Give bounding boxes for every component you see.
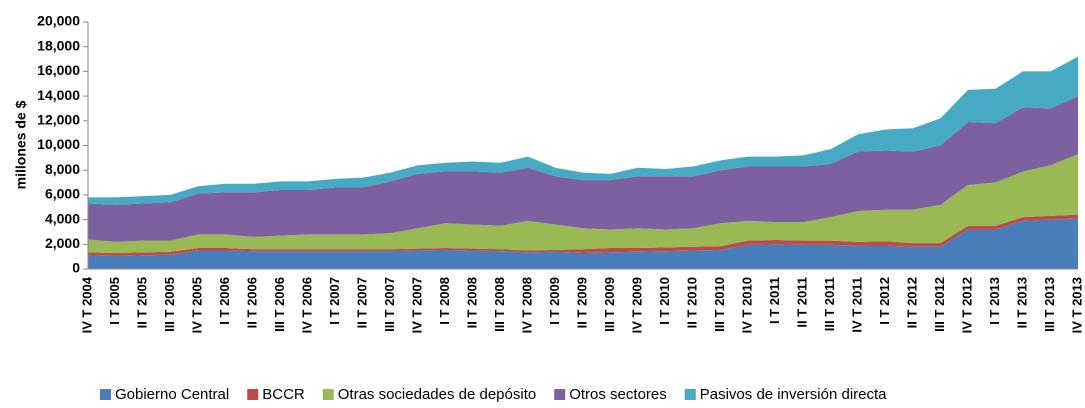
legend-swatch bbox=[100, 389, 111, 400]
y-tick-label: 8,000 bbox=[45, 161, 80, 177]
x-tick-label: III T 2007 bbox=[382, 277, 397, 332]
legend-label: Otros sectores bbox=[569, 386, 667, 403]
x-tick-label: IV T 2007 bbox=[409, 277, 424, 333]
x-tick-label: II T 2011 bbox=[794, 277, 809, 328]
x-tick-label: III T 2012 bbox=[932, 277, 947, 332]
x-tick-label: IV T 2012 bbox=[959, 277, 974, 333]
y-tick-label: 20,000 bbox=[37, 13, 80, 29]
x-tick-label: IV T 2013 bbox=[1069, 277, 1084, 333]
x-tick-label: II T 2012 bbox=[904, 277, 919, 328]
x-tick-label: III T 2013 bbox=[1042, 277, 1057, 332]
x-tick-label: IV T 2008 bbox=[519, 277, 534, 333]
y-tick-label: 4,000 bbox=[45, 210, 80, 226]
x-tick-label: IV T 2006 bbox=[299, 277, 314, 333]
legend-swatch bbox=[554, 389, 566, 400]
x-tick-label: IV T 2009 bbox=[629, 277, 644, 333]
x-tick-label: II T 2005 bbox=[134, 277, 149, 328]
x-tick-label: II T 2008 bbox=[464, 277, 479, 328]
legend-swatch bbox=[247, 389, 259, 400]
y-axis-label: millones de $ bbox=[13, 100, 29, 189]
legend-label: Pasivos de inversión directa bbox=[700, 386, 887, 403]
legend-label: Otras sociedades de depósito bbox=[338, 386, 536, 403]
y-tick-label: 10,000 bbox=[37, 136, 80, 152]
y-tick-label: 2,000 bbox=[45, 235, 80, 251]
legend-swatch bbox=[322, 389, 334, 400]
y-tick-label: 6,000 bbox=[45, 186, 80, 202]
area bbox=[88, 56, 1078, 205]
x-tick-label: IV T 2010 bbox=[739, 277, 754, 333]
area bbox=[88, 214, 1078, 257]
area bbox=[88, 154, 1078, 253]
x-tick-label: III T 2006 bbox=[272, 277, 287, 332]
x-tick-label: IV T 2005 bbox=[189, 277, 204, 333]
x-tick-label: III T 2011 bbox=[822, 277, 837, 331]
y-tick-label: 12,000 bbox=[37, 112, 80, 128]
x-tick-label: I T 2005 bbox=[107, 277, 122, 325]
x-tick-label: II T 2007 bbox=[354, 277, 369, 328]
x-tick-label: I T 2012 bbox=[877, 277, 892, 325]
x-tick-label: I T 2010 bbox=[657, 277, 672, 325]
x-tick-label: III T 2009 bbox=[602, 277, 617, 332]
x-tick-label: II T 2006 bbox=[244, 277, 259, 328]
x-tick-label: I T 2009 bbox=[547, 277, 562, 325]
x-tick-label: I T 2013 bbox=[987, 277, 1002, 325]
legend-swatch bbox=[684, 389, 696, 400]
area bbox=[88, 96, 1078, 242]
x-tick-label: III T 2010 bbox=[712, 277, 727, 332]
y-tick-label: 18,000 bbox=[37, 37, 80, 53]
x-tick-label: IV T 2011 bbox=[849, 277, 864, 333]
x-tick-label: III T 2008 bbox=[492, 277, 507, 332]
legend-label: Gobierno Central bbox=[115, 386, 229, 403]
x-tick-label: I T 2006 bbox=[217, 277, 232, 325]
x-tick-label: I T 2007 bbox=[327, 277, 342, 325]
y-tick-label: 0 bbox=[72, 260, 80, 276]
x-tick-label: I T 2008 bbox=[437, 277, 452, 325]
legend-label: BCCR bbox=[262, 386, 305, 403]
x-tick-label: II T 2009 bbox=[574, 277, 589, 328]
y-tick-label: 14,000 bbox=[37, 87, 80, 103]
x-tick-label: III T 2005 bbox=[162, 277, 177, 332]
x-tick-label: I T 2011 bbox=[767, 277, 782, 324]
x-tick-label: II T 2013 bbox=[1014, 277, 1029, 328]
area bbox=[88, 218, 1078, 269]
x-tick-label: II T 2010 bbox=[684, 277, 699, 328]
y-tick-label: 16,000 bbox=[37, 62, 80, 78]
x-tick-label: IV T 2004 bbox=[79, 276, 94, 333]
